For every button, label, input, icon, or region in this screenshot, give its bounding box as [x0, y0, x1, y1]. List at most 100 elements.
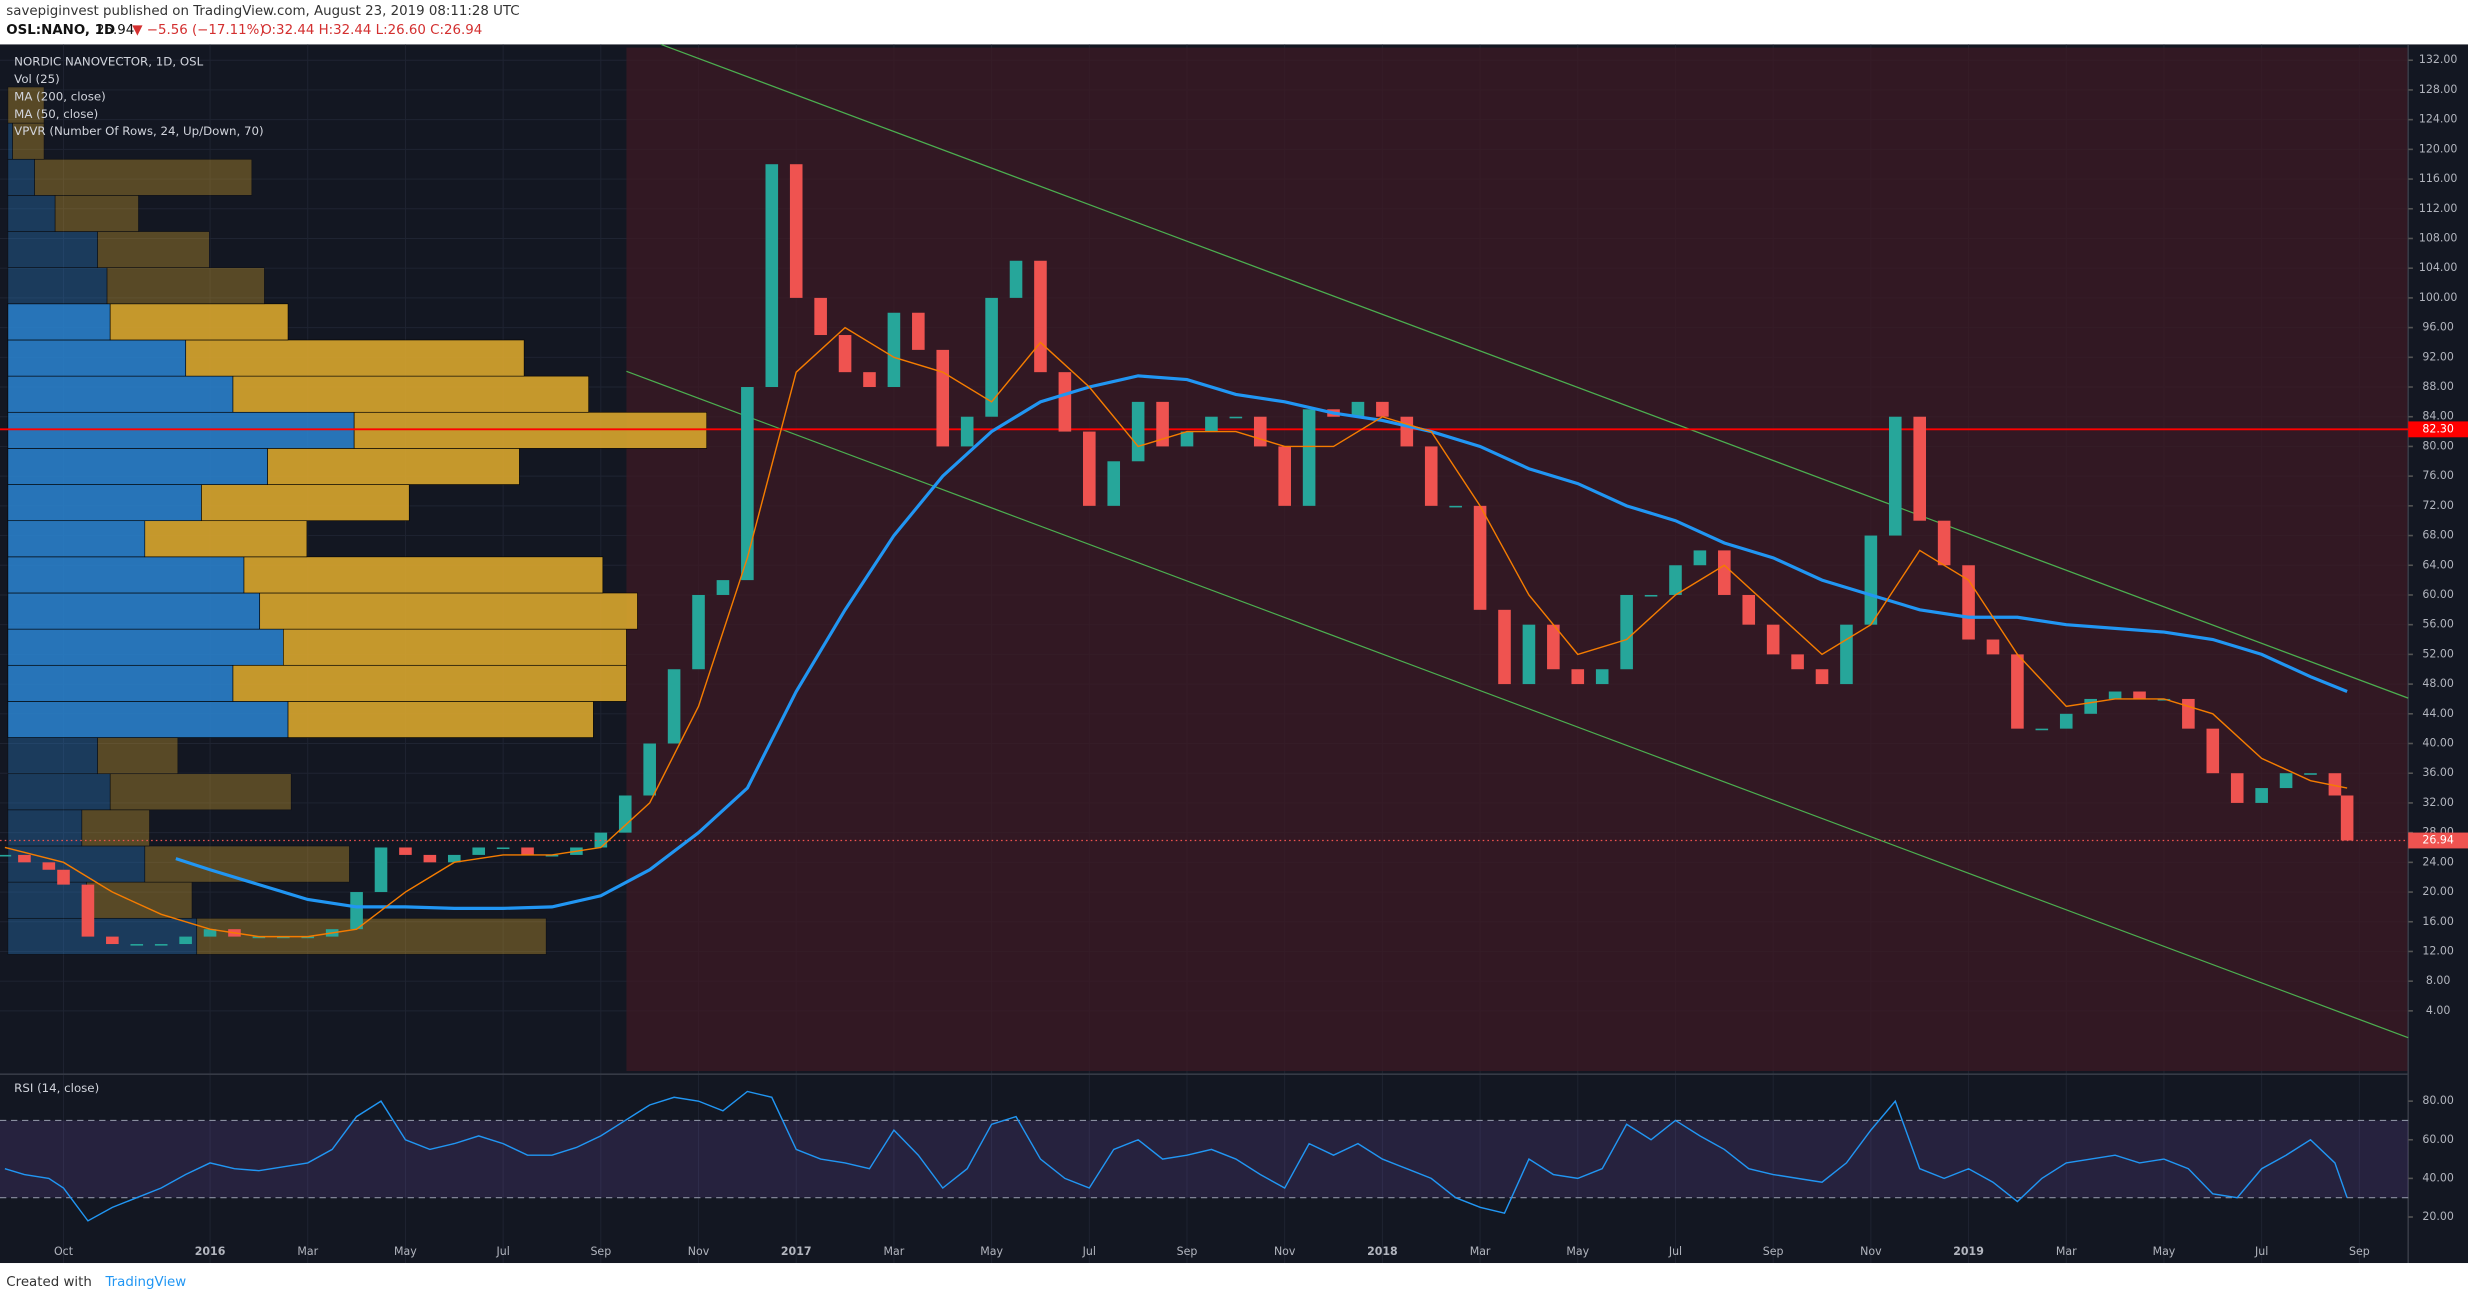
- candle: [716, 580, 730, 595]
- candle: [521, 847, 534, 855]
- candle: [154, 944, 168, 946]
- profile-down: [267, 448, 520, 485]
- last-price: 26.94: [96, 23, 134, 38]
- ma-50: [4, 326, 2348, 938]
- candle: [887, 312, 901, 388]
- candle: [2328, 773, 2342, 796]
- candle: [863, 372, 876, 388]
- shaded-zone: [626, 47, 2409, 1072]
- candle: [1083, 431, 1096, 506]
- y-tick-label: 32.00: [2422, 796, 2453, 809]
- profile-up: [7, 375, 234, 413]
- candle: [1498, 609, 1511, 685]
- candle: [1669, 565, 1682, 595]
- profile-down: [353, 411, 708, 449]
- profile-up: [7, 231, 98, 269]
- y-tick-label: 4.00: [2426, 1004, 2451, 1017]
- candle: [1302, 409, 1316, 506]
- candle: [1986, 639, 2000, 655]
- profile-down: [86, 881, 193, 919]
- x-tick-label: Jul: [1082, 1245, 1096, 1258]
- candle: [1547, 624, 1560, 670]
- candle: [838, 335, 852, 373]
- y-tick-label: 44.00: [2422, 707, 2453, 720]
- candle: [789, 164, 803, 298]
- y-tick-label: 120.00: [2419, 142, 2458, 155]
- y-tick-label: 8.00: [2426, 974, 2451, 987]
- footer-created: Created with: [6, 1275, 92, 1290]
- profile-down: [97, 231, 210, 269]
- candle: [301, 936, 315, 939]
- candle: [1376, 401, 1389, 417]
- profile-down: [196, 917, 547, 955]
- x-tick-label: 2017: [781, 1245, 812, 1258]
- candle: [2011, 654, 2024, 729]
- profile-up: [7, 195, 56, 232]
- profile-up: [7, 484, 202, 522]
- profile-down: [54, 195, 139, 232]
- profile-up: [7, 520, 146, 558]
- profile-up: [7, 737, 98, 775]
- y-tick-label: 76.00: [2422, 469, 2453, 482]
- candle: [1840, 624, 1853, 685]
- candle: [2157, 698, 2171, 701]
- candle: [1009, 260, 1023, 298]
- profile-up: [7, 773, 111, 811]
- candle: [1107, 461, 1121, 506]
- candle: [1156, 401, 1169, 447]
- legend-entry: Vol (25): [14, 72, 60, 86]
- y-tick-label: 60.00: [2422, 588, 2453, 601]
- candle: [667, 669, 681, 744]
- candle: [2279, 773, 2293, 789]
- rsi-title: RSI (14, close): [14, 1081, 99, 1095]
- profile-up: [7, 881, 87, 919]
- profile-up: [7, 701, 289, 738]
- change: ▼ −5.56 (−17.11%): [132, 23, 264, 38]
- y-tick-label: 108.00: [2419, 231, 2458, 244]
- candle: [81, 884, 95, 937]
- candle: [1766, 624, 1780, 655]
- x-tick-label: Jul: [1668, 1245, 1682, 1258]
- candle: [1791, 654, 1804, 670]
- candle: [1351, 401, 1365, 417]
- candle: [2230, 773, 2244, 803]
- candle: [1131, 401, 1145, 462]
- candle: [1913, 416, 1927, 521]
- candle: [252, 936, 266, 939]
- profile-down: [97, 737, 179, 775]
- candle: [545, 854, 559, 857]
- rsi-band: [0, 1120, 2409, 1198]
- candle: [1180, 431, 1194, 447]
- x-tick-label: Nov: [1274, 1245, 1296, 1258]
- candle: [2206, 728, 2220, 774]
- x-tick-label: Jul: [2254, 1245, 2268, 1258]
- profile-down: [34, 158, 253, 196]
- level-label: 82.30: [2422, 422, 2453, 435]
- legend-entry: MA (200, close): [14, 89, 106, 103]
- candle: [2182, 698, 2195, 729]
- y-tick-label: 104.00: [2419, 261, 2458, 274]
- y-tick-label: 64.00: [2422, 558, 2453, 571]
- x-tick-label: 2016: [195, 1245, 226, 1258]
- profile-up: [7, 411, 355, 449]
- y-tick-label: 96.00: [2422, 321, 2453, 334]
- y-tick-label: 40.00: [2422, 736, 2453, 749]
- profile-down: [106, 267, 265, 305]
- channel-upper: [660, 43, 2409, 699]
- x-tick-label: May: [2153, 1245, 2176, 1258]
- y-tick-label: 100.00: [2419, 291, 2458, 304]
- candle: [1058, 372, 1072, 432]
- candle: [692, 594, 705, 670]
- profile-down: [232, 664, 627, 702]
- y-tick-label: 60.00: [2422, 1133, 2453, 1146]
- y-tick-label: 112.00: [2419, 202, 2458, 215]
- candle: [1742, 594, 1756, 625]
- profile-down: [283, 628, 627, 666]
- footer-brand[interactable]: TradingView: [104, 1275, 186, 1290]
- candle: [277, 936, 290, 939]
- x-tick-label: Sep: [1763, 1245, 1784, 1258]
- y-tick-label: 48.00: [2422, 677, 2453, 690]
- candle: [423, 854, 437, 863]
- profile-up: [7, 267, 108, 305]
- profile-down: [287, 701, 594, 738]
